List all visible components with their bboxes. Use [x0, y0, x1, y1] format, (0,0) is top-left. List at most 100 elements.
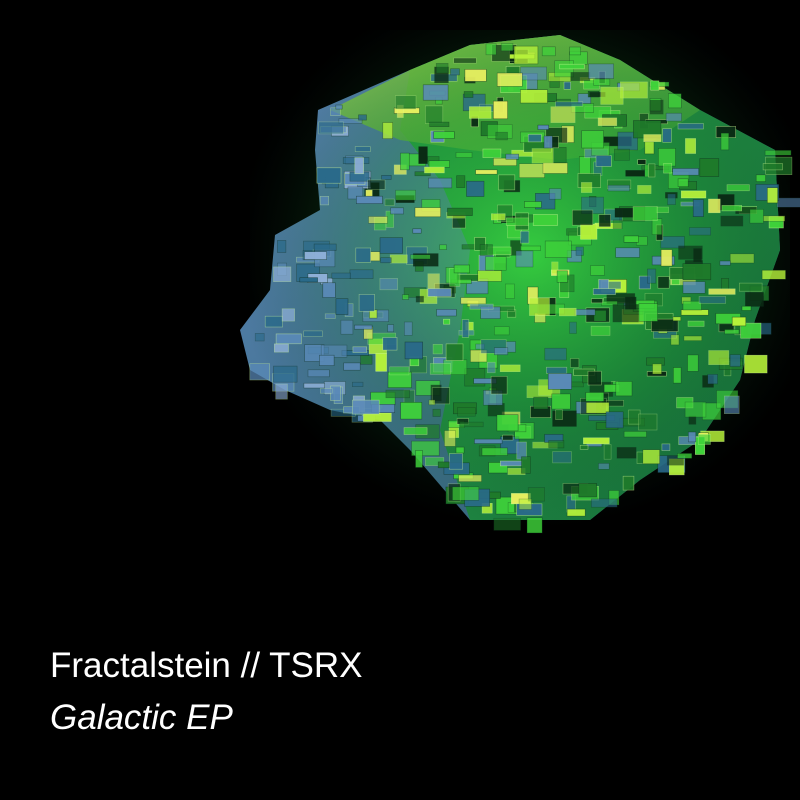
glass-voxel [677, 123, 704, 130]
glass-voxel [461, 319, 470, 338]
glass-voxel [424, 105, 444, 124]
glass-voxel [693, 248, 702, 263]
glass-voxel [304, 251, 327, 260]
glass-voxel [721, 277, 729, 290]
glass-voxel [698, 296, 726, 304]
glass-voxel [432, 408, 441, 417]
glass-voxel [638, 303, 658, 322]
glass-voxel [429, 121, 450, 127]
glass-voxel [721, 205, 743, 212]
glass-voxel [687, 320, 705, 327]
glass-voxel [548, 188, 562, 200]
glass-voxel [395, 189, 417, 201]
glass-voxel [340, 319, 354, 335]
glass-voxel [741, 305, 752, 311]
glass-voxel [766, 187, 778, 204]
glass-voxel [761, 269, 786, 280]
glass-voxel [435, 62, 449, 74]
glass-voxel [389, 254, 408, 264]
glass-voxel [382, 337, 398, 351]
glass-voxel [351, 381, 364, 388]
glass-voxel [555, 409, 563, 420]
glass-voxel [551, 261, 559, 275]
glass-voxel [349, 269, 374, 279]
glass-voxel [672, 168, 700, 176]
glass-voxel [439, 244, 447, 251]
glass-voxel [477, 270, 502, 282]
glass-voxel [331, 272, 351, 279]
glass-voxel [556, 270, 568, 283]
glass-voxel [527, 487, 546, 502]
glass-voxel [384, 198, 395, 206]
glass-voxel [637, 185, 652, 194]
glass-voxel [731, 316, 747, 327]
glass-voxel [623, 430, 647, 438]
glass-voxel [688, 227, 711, 236]
glass-voxel [424, 166, 445, 174]
glass-voxel [575, 246, 584, 256]
glass-voxel [496, 414, 519, 432]
glass-voxel [623, 235, 639, 243]
glass-voxel [360, 355, 373, 365]
glass-voxel [523, 201, 542, 208]
glass-voxel [590, 265, 605, 276]
glass-voxel [682, 281, 706, 294]
glass-voxel [687, 431, 697, 443]
glass-voxel [580, 182, 593, 193]
glass-voxel [273, 343, 289, 353]
glass-voxel [552, 451, 572, 464]
glass-voxel [352, 346, 367, 353]
glass-voxel [387, 324, 395, 333]
glass-voxel [355, 195, 383, 204]
glass-voxel [482, 148, 502, 158]
glass-voxel [404, 341, 424, 360]
glass-voxel [592, 288, 616, 295]
glass-voxel [655, 206, 669, 213]
glass-voxel [550, 106, 576, 123]
glass-voxel [445, 343, 464, 361]
glass-voxel [452, 486, 480, 501]
glass-voxel [505, 217, 529, 226]
glass-voxel [455, 446, 465, 454]
glass-voxel [447, 207, 473, 216]
glass-voxel [390, 207, 404, 215]
glass-voxel [724, 329, 740, 335]
glass-voxel [448, 453, 463, 470]
glass-voxel [600, 86, 624, 105]
glass-voxel [389, 366, 410, 376]
glass-voxel [307, 369, 330, 378]
glass-voxel [597, 117, 618, 127]
glass-voxel [650, 318, 679, 332]
glass-voxel [548, 440, 565, 449]
glass-voxel [569, 46, 581, 56]
glass-voxel [520, 245, 542, 251]
glass-voxel [583, 437, 610, 445]
glass-voxel [762, 163, 783, 171]
glass-voxel [569, 321, 577, 334]
glass-voxel [776, 197, 800, 208]
glass-voxel [400, 152, 410, 171]
glass-voxel [699, 158, 720, 177]
glass-voxel [457, 407, 476, 417]
glass-voxel [505, 66, 521, 74]
glass-voxel [338, 118, 363, 124]
glass-voxel [616, 447, 637, 459]
glass-voxel [644, 141, 655, 155]
glass-voxel [494, 326, 510, 336]
glass-voxel [249, 363, 271, 381]
glass-voxel [474, 237, 486, 251]
glass-voxel [410, 254, 431, 260]
glass-voxel [319, 354, 335, 367]
glass-voxel [755, 174, 766, 182]
glass-voxel [607, 184, 630, 192]
glass-voxel [303, 382, 325, 389]
glass-voxel [601, 300, 618, 307]
glass-voxel [394, 95, 417, 110]
glass-voxel [745, 292, 764, 307]
glass-voxel [330, 107, 341, 117]
glass-voxel [642, 449, 661, 465]
glass-voxel [520, 89, 548, 104]
glass-voxel [648, 163, 656, 178]
